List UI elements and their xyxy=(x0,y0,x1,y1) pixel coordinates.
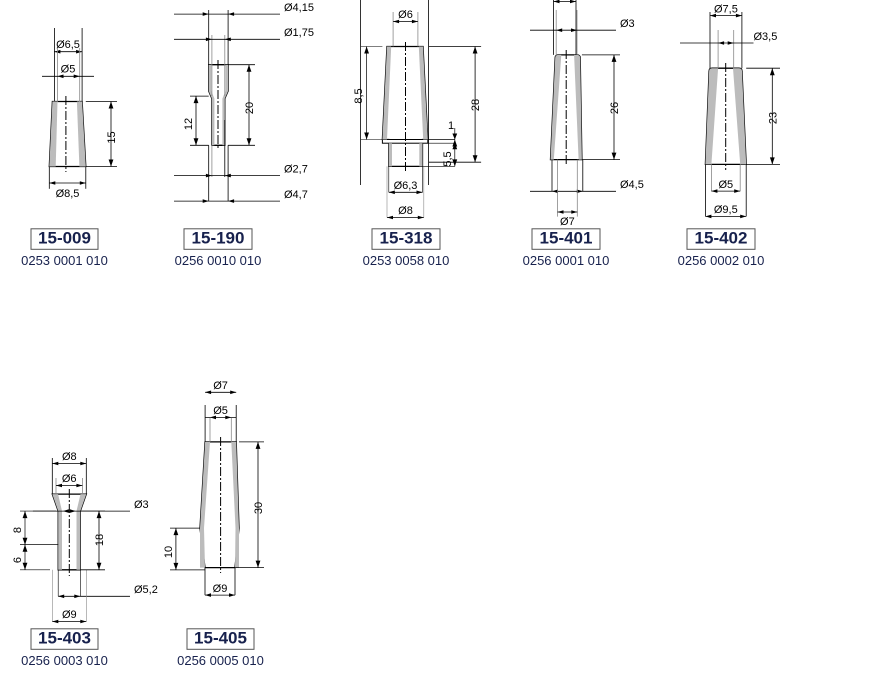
svg-text:Ø8: Ø8 xyxy=(62,451,77,463)
svg-text:Ø4,5: Ø4,5 xyxy=(620,179,644,191)
svg-text:Ø9: Ø9 xyxy=(213,583,228,595)
svg-text:15-403: 15-403 xyxy=(38,629,91,648)
svg-text:8: 8 xyxy=(12,527,24,533)
svg-text:15-405: 15-405 xyxy=(194,629,247,648)
svg-text:15: 15 xyxy=(106,131,118,143)
svg-text:Ø6: Ø6 xyxy=(398,9,413,21)
svg-text:6: 6 xyxy=(12,557,24,563)
svg-text:Ø5: Ø5 xyxy=(213,405,228,417)
svg-text:15-402: 15-402 xyxy=(695,229,748,248)
svg-text:Ø7: Ø7 xyxy=(213,380,228,392)
svg-text:Ø5: Ø5 xyxy=(61,64,76,76)
svg-text:0256 0005 010: 0256 0005 010 xyxy=(177,653,264,668)
svg-text:Ø6: Ø6 xyxy=(62,473,77,485)
svg-text:Ø3,5: Ø3,5 xyxy=(754,31,778,43)
svg-text:0256 0002 010: 0256 0002 010 xyxy=(678,253,765,268)
svg-text:0253 0058 010: 0253 0058 010 xyxy=(363,253,450,268)
svg-text:Ø9,5: Ø9,5 xyxy=(714,204,738,216)
svg-text:Ø3: Ø3 xyxy=(557,0,572,1)
svg-text:26: 26 xyxy=(609,102,621,114)
svg-text:5,5: 5,5 xyxy=(442,151,454,166)
svg-text:Ø8,5: Ø8,5 xyxy=(56,188,80,200)
svg-text:10: 10 xyxy=(163,546,175,558)
svg-text:30: 30 xyxy=(253,502,265,514)
svg-text:15-318: 15-318 xyxy=(380,229,433,248)
svg-text:Ø6,3: Ø6,3 xyxy=(394,180,418,192)
svg-text:20: 20 xyxy=(244,102,256,114)
svg-text:12: 12 xyxy=(183,118,195,130)
svg-text:15-401: 15-401 xyxy=(540,229,593,248)
svg-text:Ø7,5: Ø7,5 xyxy=(714,4,738,16)
svg-text:Ø8: Ø8 xyxy=(398,205,413,217)
svg-text:Ø6,5: Ø6,5 xyxy=(56,39,80,51)
svg-text:18: 18 xyxy=(94,534,106,546)
svg-text:15-009: 15-009 xyxy=(38,229,91,248)
svg-text:Ø7: Ø7 xyxy=(560,216,575,228)
svg-text:Ø9: Ø9 xyxy=(62,609,77,621)
svg-text:8,5: 8,5 xyxy=(353,88,365,103)
svg-text:Ø3: Ø3 xyxy=(134,499,149,511)
svg-text:23: 23 xyxy=(767,112,779,124)
svg-text:1: 1 xyxy=(448,120,454,132)
svg-text:0256 0010 010: 0256 0010 010 xyxy=(175,253,262,268)
svg-text:0253 0001 010: 0253 0001 010 xyxy=(21,253,108,268)
svg-text:Ø3: Ø3 xyxy=(620,18,635,30)
svg-text:15-190: 15-190 xyxy=(192,229,245,248)
svg-text:0256 0001 010: 0256 0001 010 xyxy=(523,253,610,268)
svg-text:0256 0003 010: 0256 0003 010 xyxy=(21,653,108,668)
svg-text:28: 28 xyxy=(470,99,482,111)
svg-text:Ø5: Ø5 xyxy=(718,179,733,191)
